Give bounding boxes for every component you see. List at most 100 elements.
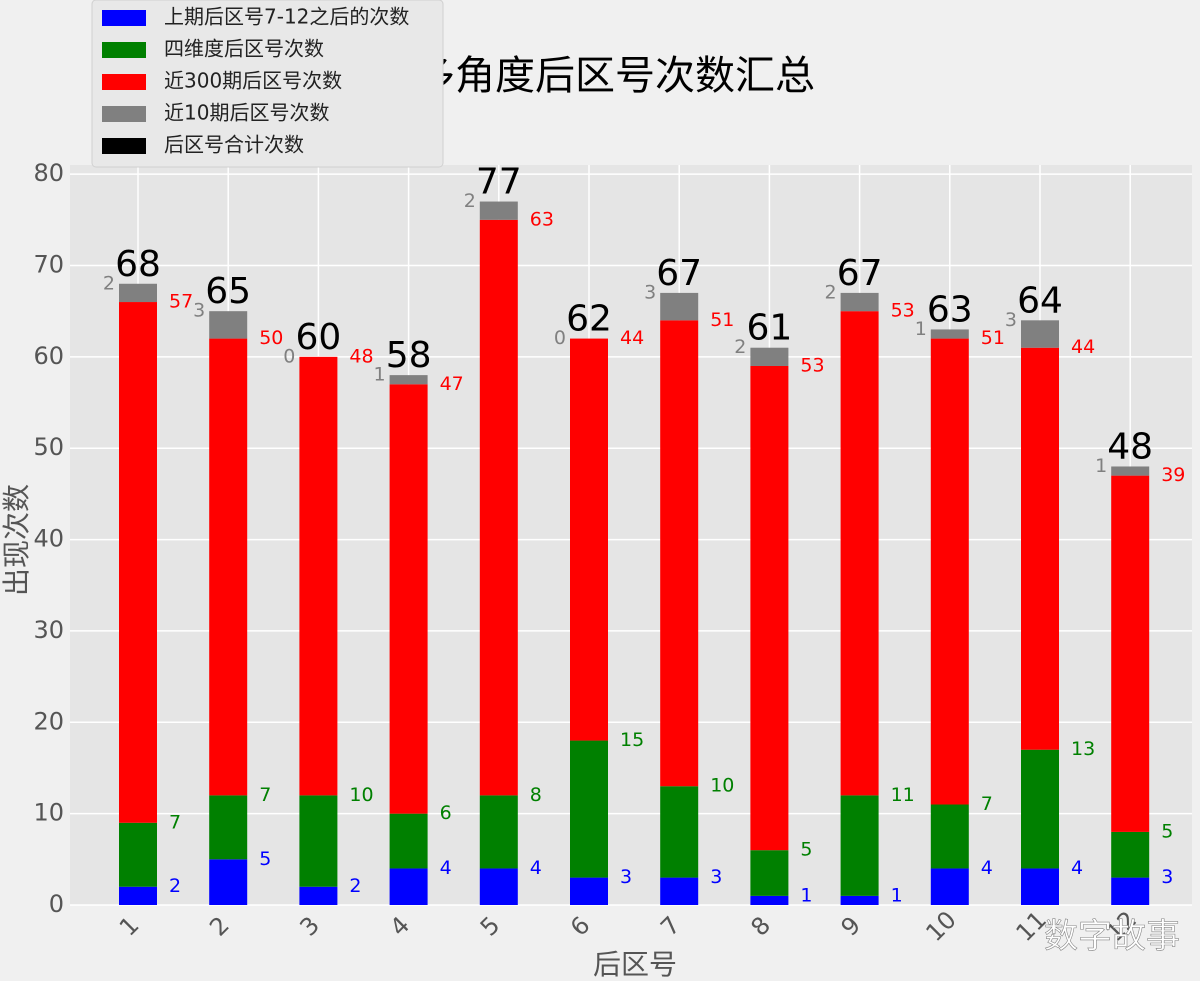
bar-segment [119,302,157,823]
value-label: 7 [981,793,993,815]
bar-segment [479,219,518,796]
value-label: 2 [103,272,115,294]
bar-segment [1021,749,1059,869]
bar-segment [1111,466,1150,476]
bar-segment [119,283,157,303]
value-label: 50 [259,327,283,349]
bar-segment [209,311,248,339]
total-label: 67 [837,253,883,294]
value-label: 1 [891,884,903,906]
legend-label: 近10期后区号次数 [164,101,329,125]
value-label: 11 [891,784,915,806]
value-label: 2 [734,336,746,358]
total-label: 63 [927,289,973,330]
value-label: 57 [169,291,193,313]
value-label: 0 [554,327,566,349]
value-label: 3 [644,281,656,303]
total-label: 58 [386,335,432,376]
value-label: 5 [800,839,812,861]
legend-label: 上期后区号7-12之后的次数 [164,5,409,29]
bar-segment [389,384,428,814]
bar-segment [660,292,699,321]
value-label: 1 [800,884,812,906]
bar-segment [389,375,428,385]
legend-label: 近300期后区号次数 [164,69,342,93]
y-tick-label: 0 [49,890,64,918]
value-label: 10 [710,775,734,797]
value-label: 48 [349,345,373,367]
value-label: 15 [620,729,644,751]
y-tick-label: 60 [33,342,64,370]
value-label: 4 [981,857,993,879]
value-label: 3 [1161,866,1173,888]
bar-segment [1021,320,1059,348]
bar-segment [299,886,338,905]
value-label: 3 [710,866,722,888]
total-label: 67 [656,253,702,294]
value-label: 47 [440,373,464,395]
legend-swatch [102,106,146,122]
y-tick-label: 50 [33,433,64,461]
value-label: 7 [169,811,181,833]
total-label: 68 [115,244,161,285]
x-axis-label: 后区号 [593,948,677,981]
bar-segment [750,850,789,896]
bar-segment [840,311,879,796]
value-label: 2 [169,875,181,897]
bar-segment [930,804,969,869]
bar-segment [299,356,338,796]
bar-segment [660,320,699,787]
legend-box [91,0,444,168]
value-label: 6 [440,802,452,824]
bar-segment [119,822,157,887]
legend-swatch [102,74,146,90]
value-label: 2 [825,281,837,303]
value-label: 53 [891,300,915,322]
legend: 上期后区号7-12之后的次数四维度后区号次数近300期后区号次数近10期后区号次… [91,0,444,168]
value-label: 2 [464,190,476,212]
value-label: 0 [283,345,295,367]
bar-segment [930,338,969,805]
legend-swatch [102,10,146,26]
y-tick-label: 20 [33,707,64,735]
value-label: 51 [981,327,1005,349]
bar-segment [479,201,518,220]
watermark: 数字故事 [1044,917,1180,957]
legend-swatch [102,138,146,154]
value-label: 3 [620,866,632,888]
bar-segment [1021,868,1059,905]
bar-segment [570,338,608,741]
value-label: 63 [530,208,554,230]
bar-segment [479,868,518,905]
bar-segment [479,795,518,869]
bar-segment [660,786,699,878]
bar-segment [209,338,248,796]
y-axis-label: 出现次数 [0,484,33,596]
value-label: 53 [800,354,824,376]
y-tick-label: 40 [33,525,64,553]
value-label: 5 [1161,820,1173,842]
bar-segment [389,868,428,905]
bar-segment [389,813,428,869]
value-label: 44 [1071,336,1095,358]
value-label: 5 [259,848,271,870]
bar-segment [840,795,879,896]
value-label: 4 [440,857,452,879]
value-label: 7 [259,784,271,806]
total-label: 64 [1017,280,1063,321]
bar-segment [209,859,248,905]
y-tick-label: 10 [33,799,64,827]
y-tick-label: 70 [33,250,64,278]
bar-segment [1021,347,1059,750]
plot-area [70,165,1192,905]
bar-segment [930,868,969,905]
total-label: 60 [295,317,341,358]
value-label: 2 [349,875,361,897]
y-tick-label: 30 [33,616,64,644]
total-label: 62 [566,299,612,340]
value-label: 13 [1071,738,1095,760]
chart-title: 多角度后区号次数汇总 [415,53,815,99]
legend-label: 后区号合计次数 [164,133,304,157]
value-label: 4 [1071,857,1083,879]
